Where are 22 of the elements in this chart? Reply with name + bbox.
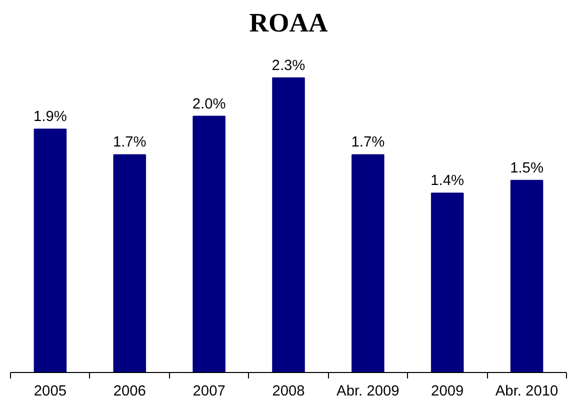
chart-title: ROAA bbox=[249, 8, 328, 38]
data-label: 1.9% bbox=[34, 109, 67, 126]
data-label: 1.5% bbox=[510, 160, 544, 176]
x-tick-label: 2008 bbox=[272, 384, 305, 400]
bar bbox=[192, 116, 226, 372]
data-label: 2.0% bbox=[192, 96, 226, 112]
bar bbox=[272, 77, 305, 372]
bar bbox=[34, 128, 67, 372]
bar bbox=[430, 192, 464, 372]
x-tick-label: 2007 bbox=[192, 384, 226, 400]
data-label: 2.3% bbox=[272, 58, 306, 74]
bar bbox=[510, 180, 544, 372]
x-tick-label: 2006 bbox=[113, 384, 146, 400]
data-label: 1.7% bbox=[351, 134, 385, 151]
x-tick-label: 2005 bbox=[34, 384, 67, 400]
x-tick-label: 2009 bbox=[431, 384, 464, 400]
data-label: 1.4% bbox=[430, 173, 464, 190]
x-tick-label: Abr. 2010 bbox=[495, 384, 558, 400]
bar bbox=[113, 154, 146, 372]
data-label: 1.7% bbox=[112, 134, 146, 151]
bar bbox=[352, 154, 384, 372]
x-tick-label: Abr. 2009 bbox=[336, 384, 400, 400]
